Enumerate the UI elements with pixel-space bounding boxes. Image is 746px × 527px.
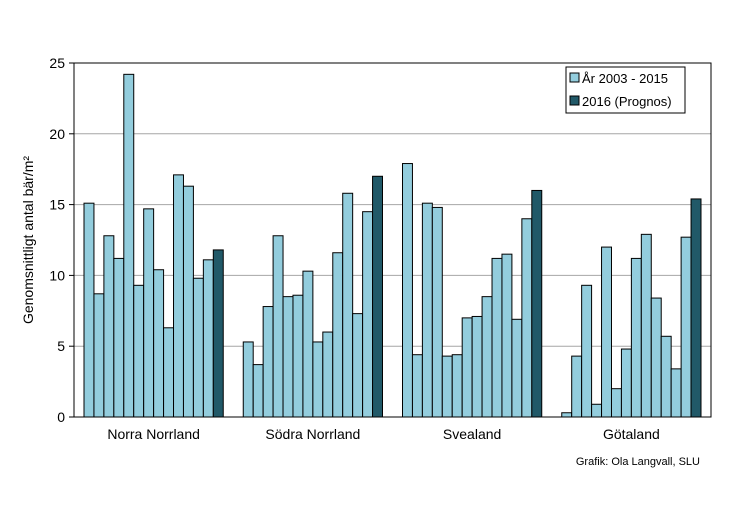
bar-historical <box>163 327 175 418</box>
bar-historical <box>660 335 672 418</box>
bar-historical <box>630 257 642 418</box>
bar-historical <box>431 206 443 418</box>
bar-historical <box>561 412 573 418</box>
bar-historical <box>133 284 145 418</box>
bar-historical <box>292 294 304 418</box>
bar-historical <box>83 202 95 418</box>
bar-historical <box>322 331 334 418</box>
bar-historical <box>650 297 662 418</box>
bar-historical <box>441 355 453 418</box>
x-category-label: Svealand <box>443 426 501 442</box>
bar-forecast <box>372 175 383 418</box>
x-category-label: Götaland <box>603 426 660 442</box>
bar-historical <box>202 259 214 418</box>
bar-historical <box>610 388 622 418</box>
bar-historical <box>521 218 533 418</box>
bar-historical <box>282 296 294 418</box>
bar-historical <box>332 252 344 418</box>
bar-historical <box>620 348 632 418</box>
bar-historical <box>501 253 513 418</box>
bar-historical <box>182 185 194 418</box>
bar-historical <box>302 270 314 418</box>
bar-historical <box>242 341 254 418</box>
bar-historical <box>481 296 493 418</box>
bar-historical <box>581 284 593 418</box>
bar-forecast <box>212 249 224 418</box>
bar-forecast <box>531 189 543 418</box>
bar-historical <box>262 306 274 418</box>
bar-historical <box>123 73 135 418</box>
y-tick-label: 25 <box>49 55 65 71</box>
bar-historical <box>451 354 463 418</box>
axes: 0 5 10 15 20 25 Norra Norrland Södra Norrland Sv… <box>49 55 712 442</box>
bar-historical <box>591 403 603 418</box>
legend-swatch-forecast <box>569 95 580 106</box>
bar-historical <box>312 341 324 418</box>
y-tick-label: 0 <box>57 409 65 425</box>
bar-historical <box>93 293 105 418</box>
bar-historical <box>192 277 204 418</box>
bar-historical <box>680 236 692 418</box>
legend-label-forecast: 2016 (Prognos) <box>582 94 672 109</box>
bar-historical <box>601 246 612 418</box>
bar-historical <box>411 354 423 418</box>
x-category-label: Norra Norrland <box>107 426 200 442</box>
bar-historical <box>113 257 125 418</box>
y-tick-label: 15 <box>49 197 65 213</box>
bar-historical <box>252 364 264 418</box>
bar-historical <box>173 174 184 418</box>
bars <box>83 73 702 418</box>
bar-historical <box>421 202 433 418</box>
bar-historical <box>272 235 284 418</box>
y-tick-label: 5 <box>57 338 65 354</box>
legend-label-historical: År 2003 - 2015 <box>582 71 668 86</box>
legend-box <box>565 66 686 114</box>
bar-historical <box>153 269 165 418</box>
y-tick-label: 10 <box>49 267 65 283</box>
bar-historical <box>670 368 682 418</box>
bar-historical <box>402 163 413 418</box>
bar-historical <box>471 315 483 418</box>
bar-historical <box>571 355 583 418</box>
bar-historical <box>352 313 364 418</box>
credit-text: Grafik: Ola Langvall, SLU <box>576 456 700 468</box>
bar-historical <box>491 257 503 418</box>
legend: År 2003 - 2015 2016 (Prognos) <box>565 66 686 114</box>
bar-historical <box>342 192 354 418</box>
bar-historical <box>461 317 473 418</box>
y-tick-label: 20 <box>49 126 65 142</box>
bar-historical <box>143 208 155 418</box>
plot-area-border <box>73 62 712 418</box>
bar-historical <box>103 235 115 418</box>
y-axis-title: Genomsnittligt antal bär/m² <box>20 156 36 324</box>
bar-forecast <box>690 198 702 418</box>
legend-swatch-historical <box>569 72 580 83</box>
bar-historical <box>362 211 374 418</box>
bar-historical <box>511 318 523 418</box>
bar-historical <box>640 233 652 418</box>
x-category-label: Södra Norrland <box>265 426 360 442</box>
